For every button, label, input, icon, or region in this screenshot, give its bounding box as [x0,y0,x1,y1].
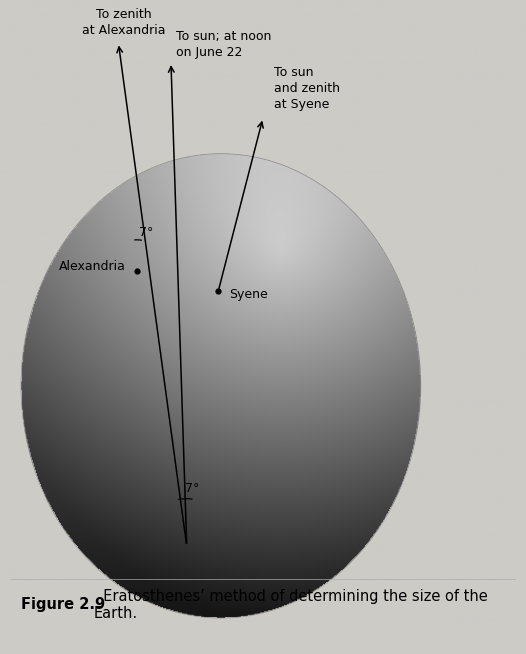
Text: Alexandria: Alexandria [59,260,126,273]
Text: To sun; at noon
on June 22: To sun; at noon on June 22 [176,30,271,59]
Text: Syene: Syene [229,288,268,301]
Text: To zenith
at Alexandria: To zenith at Alexandria [82,9,165,37]
Text: 7°: 7° [139,226,154,239]
Text: 7°: 7° [185,482,199,495]
Text: Figure 2.9: Figure 2.9 [21,598,105,612]
Text: To sun
and zenith
at Syene: To sun and zenith at Syene [274,66,339,111]
Text: Eratosthenes’ method of determining the size of the Earth.: Eratosthenes’ method of determining the … [94,589,488,621]
